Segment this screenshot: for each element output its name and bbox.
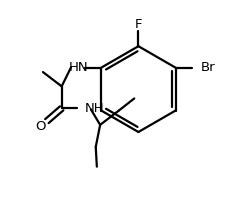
Text: F: F [135,18,142,31]
Text: HN: HN [68,61,88,74]
Text: NH: NH [85,102,104,115]
Text: Br: Br [200,61,215,74]
Text: O: O [35,120,46,133]
